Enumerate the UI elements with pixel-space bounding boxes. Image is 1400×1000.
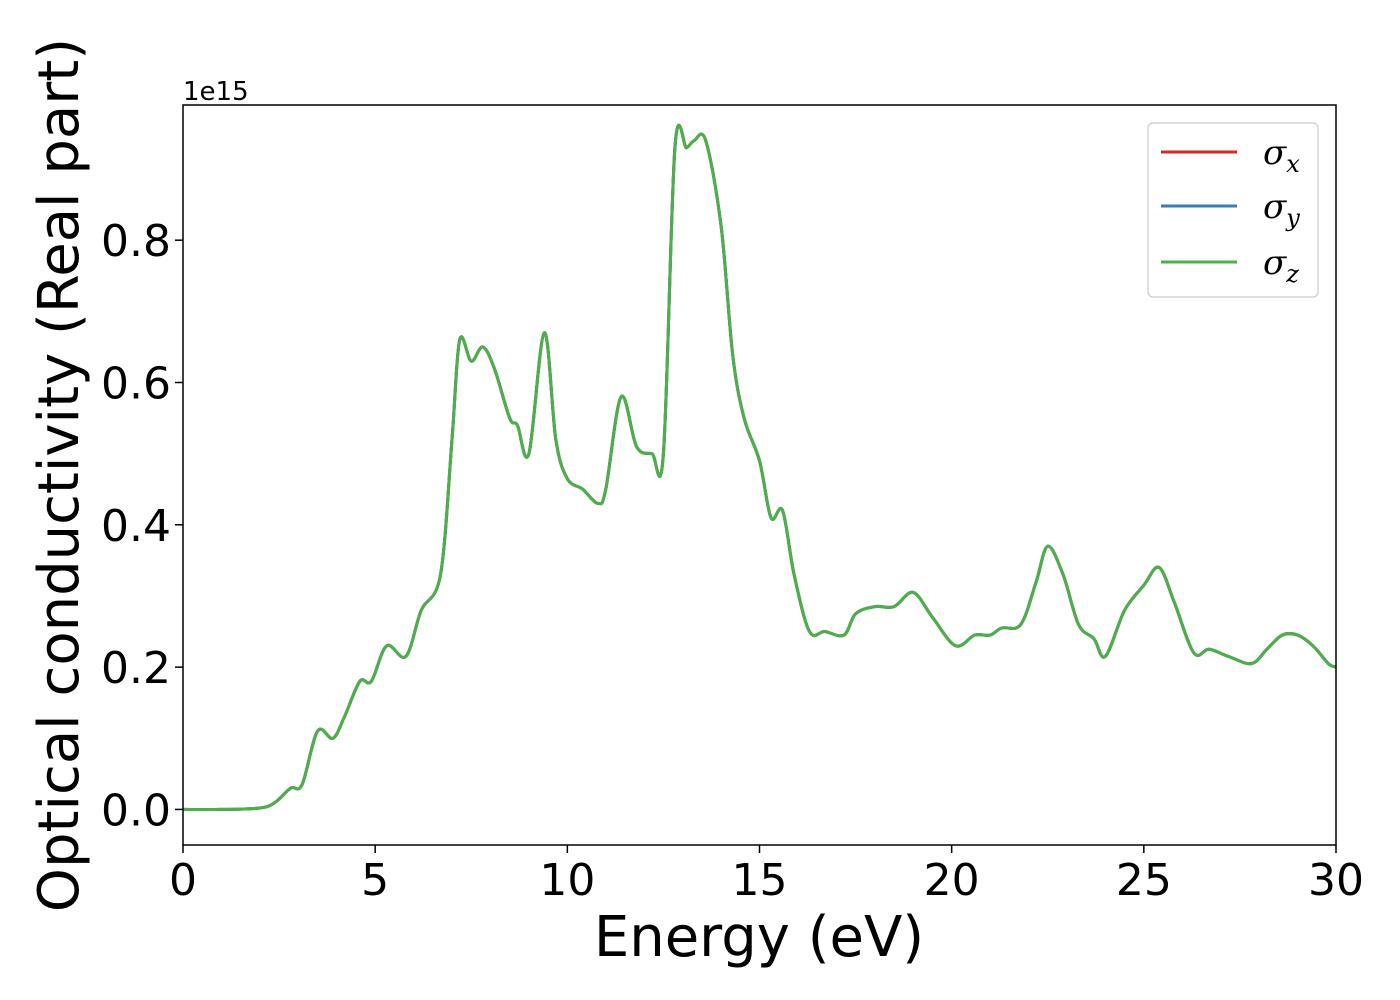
legend-entry-y: σy — [1161, 187, 1300, 232]
y-tick-label: 0.2 — [101, 643, 171, 694]
y-tick-label: 0.0 — [101, 785, 171, 836]
y-tick-label: 0.8 — [101, 216, 171, 267]
legend-entry-z: σz — [1161, 243, 1299, 288]
y-tick-label: 0.4 — [101, 501, 171, 552]
series-layer — [182, 123, 1337, 812]
y-axis-offset-text: 1e15 — [183, 77, 249, 107]
x-axis-ticks: 0 5 10 15 20 25 30 — [169, 845, 1364, 906]
legend-label: σx — [1263, 133, 1300, 178]
y-axis-label: Optical conductivity (Real part) — [27, 38, 92, 912]
y-tick-label: 0.6 — [101, 359, 171, 410]
legend-box — [1147, 122, 1319, 298]
x-tick-label: 20 — [924, 855, 980, 906]
x-tick-label: 10 — [539, 855, 595, 906]
series-line-z — [182, 123, 1337, 812]
legend: σx σy σz — [1147, 122, 1319, 298]
legend-label: σz — [1263, 243, 1299, 288]
legend-label: σy — [1263, 187, 1300, 232]
legend-entries: σx σy σz — [1161, 133, 1300, 288]
x-tick-label: 0 — [169, 855, 197, 906]
x-tick-label: 30 — [1308, 855, 1364, 906]
legend-entry-x: σx — [1161, 133, 1300, 178]
x-axis-label: Energy (eV) — [594, 905, 924, 970]
x-tick-label: 15 — [732, 855, 788, 906]
x-tick-label: 25 — [1116, 855, 1172, 906]
x-tick-label: 5 — [361, 855, 389, 906]
y-axis-ticks: 0.0 0.2 0.4 0.6 0.8 — [101, 216, 183, 836]
